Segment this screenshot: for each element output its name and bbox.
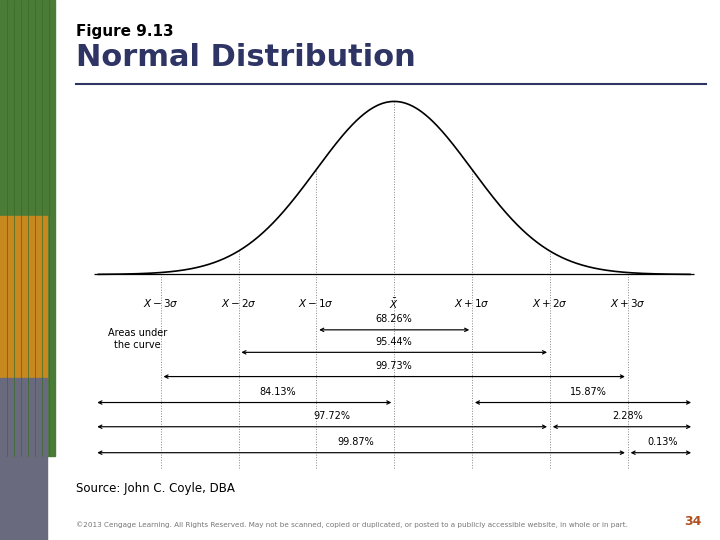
Text: $X+3\sigma$: $X+3\sigma$ <box>610 297 646 309</box>
Text: Figure 9.13: Figure 9.13 <box>76 24 174 39</box>
Text: 0.13%: 0.13% <box>647 437 678 447</box>
Text: Source: John C. Coyle, DBA: Source: John C. Coyle, DBA <box>76 482 235 495</box>
Text: $X-1\sigma$: $X-1\sigma$ <box>299 297 334 309</box>
Text: Areas under
the curve: Areas under the curve <box>108 328 167 350</box>
Text: $X+2\sigma$: $X+2\sigma$ <box>532 297 568 309</box>
Text: 99.73%: 99.73% <box>376 361 413 371</box>
Text: ©2013 Cengage Learning. All Rights Reserved. May not be scanned, copied or dupli: ©2013 Cengage Learning. All Rights Reser… <box>76 522 627 528</box>
Text: $X-3\sigma$: $X-3\sigma$ <box>143 297 179 309</box>
Text: $\bar{X}$: $\bar{X}$ <box>390 297 399 311</box>
Text: $X+1\sigma$: $X+1\sigma$ <box>454 297 490 309</box>
Text: 34: 34 <box>685 515 702 528</box>
Text: 84.13%: 84.13% <box>259 387 296 397</box>
Text: $X-2\sigma$: $X-2\sigma$ <box>220 297 256 309</box>
Text: Normal Distribution: Normal Distribution <box>76 43 415 72</box>
Text: 2.28%: 2.28% <box>613 411 643 421</box>
Text: 99.87%: 99.87% <box>337 437 374 447</box>
Text: 95.44%: 95.44% <box>376 337 413 347</box>
Text: 68.26%: 68.26% <box>376 314 413 325</box>
Text: 15.87%: 15.87% <box>570 387 607 397</box>
Text: 97.72%: 97.72% <box>313 411 351 421</box>
